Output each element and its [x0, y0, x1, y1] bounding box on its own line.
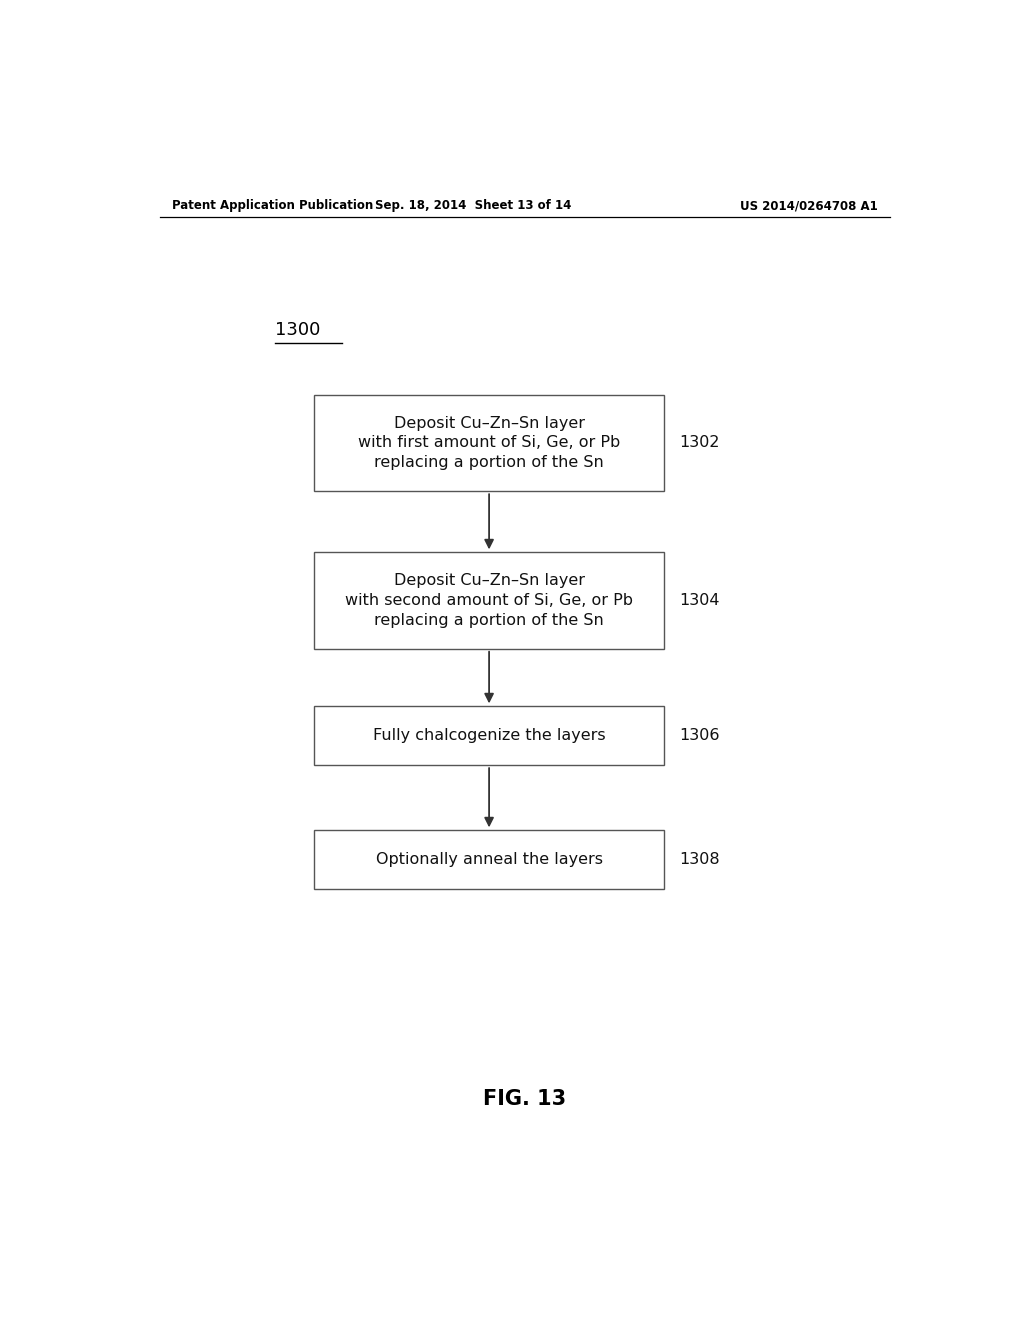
- Text: Deposit Cu–Zn–Sn layer
with second amount of Si, Ge, or Pb
replacing a portion o: Deposit Cu–Zn–Sn layer with second amoun…: [345, 573, 633, 628]
- Text: Sep. 18, 2014  Sheet 13 of 14: Sep. 18, 2014 Sheet 13 of 14: [375, 199, 571, 213]
- Bar: [314, 395, 664, 491]
- Text: Patent Application Publication: Patent Application Publication: [172, 199, 373, 213]
- Text: 1302: 1302: [680, 436, 720, 450]
- Text: US 2014/0264708 A1: US 2014/0264708 A1: [740, 199, 878, 213]
- Bar: [314, 706, 664, 766]
- Text: Deposit Cu–Zn–Sn layer
with first amount of Si, Ge, or Pb
replacing a portion of: Deposit Cu–Zn–Sn layer with first amount…: [358, 416, 621, 470]
- Text: FIG. 13: FIG. 13: [483, 1089, 566, 1109]
- Text: Optionally anneal the layers: Optionally anneal the layers: [376, 853, 602, 867]
- Text: 1300: 1300: [274, 321, 321, 339]
- Text: 1308: 1308: [680, 853, 720, 867]
- Bar: [314, 830, 664, 890]
- Text: 1306: 1306: [680, 729, 720, 743]
- Text: Fully chalcogenize the layers: Fully chalcogenize the layers: [373, 729, 605, 743]
- Bar: [314, 552, 664, 649]
- Text: 1304: 1304: [680, 593, 720, 609]
